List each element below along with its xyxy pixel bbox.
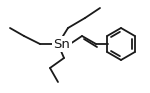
Text: Sn: Sn (54, 37, 70, 50)
